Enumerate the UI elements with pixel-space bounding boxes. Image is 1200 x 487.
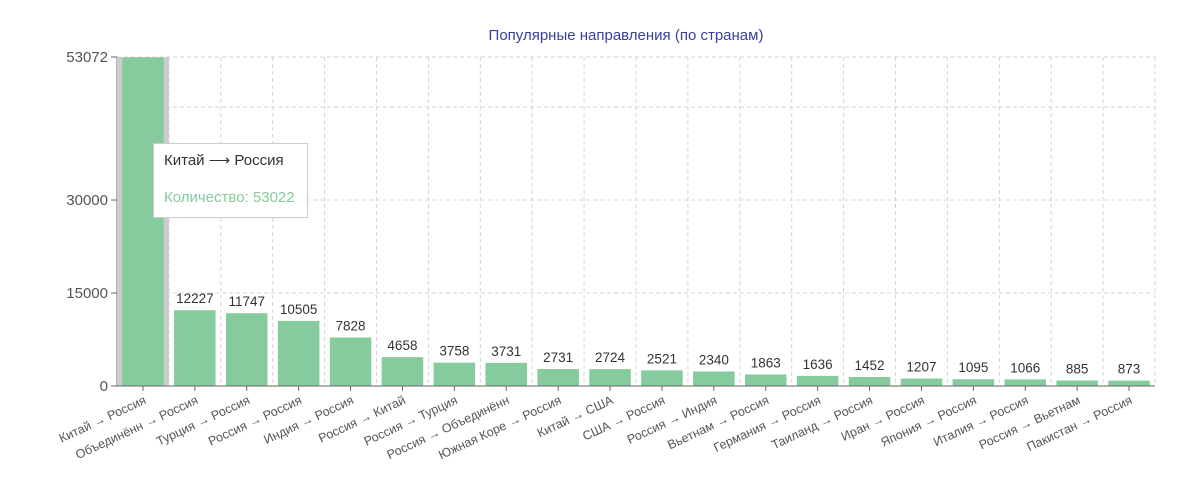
data-label: 11747 xyxy=(228,294,265,309)
data-label: 1452 xyxy=(855,358,885,373)
bar xyxy=(225,313,268,386)
y-tick-label: 30000 xyxy=(66,192,108,209)
data-label: 1066 xyxy=(1010,360,1040,375)
bar xyxy=(900,378,943,386)
data-label: 2521 xyxy=(647,351,677,366)
bar xyxy=(485,362,528,386)
data-label: 10505 xyxy=(280,302,318,317)
data-label: 885 xyxy=(1066,362,1089,377)
y-tick-label: 53072 xyxy=(66,49,108,66)
data-label: 2724 xyxy=(595,350,626,365)
bar xyxy=(1056,380,1098,386)
data-label: 873 xyxy=(1118,362,1141,377)
data-label: 3758 xyxy=(439,344,469,359)
tooltip-title: Китай ⟶ Россия xyxy=(164,152,284,169)
tooltip: Китай ⟶ Россия Количество: 53022 xyxy=(153,143,308,218)
data-labels: 12227 11747 10505 7828 4658 3758 3731 2731 2724 2… xyxy=(176,291,1140,376)
data-label: 1207 xyxy=(906,360,936,375)
bar xyxy=(329,337,372,386)
bar xyxy=(693,371,735,386)
grid-lines xyxy=(116,56,1156,386)
bar xyxy=(1004,379,1047,386)
bar xyxy=(744,374,787,386)
y-axis: 0 15000 30000 53072 xyxy=(66,49,118,395)
bar xyxy=(277,320,320,386)
x-tick-label: Индия → Россия xyxy=(262,393,356,447)
bar xyxy=(641,370,683,386)
data-label: 1095 xyxy=(958,360,988,375)
y-tick-label: 15000 xyxy=(66,285,108,302)
bar xyxy=(848,376,891,386)
bar xyxy=(796,375,839,386)
bar xyxy=(589,369,631,386)
bars xyxy=(117,57,1150,386)
data-label: 2731 xyxy=(543,350,573,365)
tooltip-value: Количество: 53022 xyxy=(164,189,295,206)
bar xyxy=(381,357,424,386)
data-label: 4658 xyxy=(387,338,417,353)
y-tick-label: 0 xyxy=(100,378,108,395)
data-label: 1863 xyxy=(751,355,781,370)
bar xyxy=(537,369,579,386)
bar xyxy=(174,310,216,386)
chart-title: Популярные направления (по странам) xyxy=(489,27,764,44)
data-label: 7828 xyxy=(336,318,366,333)
data-label: 2340 xyxy=(699,352,729,367)
bar xyxy=(1108,380,1150,386)
data-label: 3731 xyxy=(491,344,521,359)
bar xyxy=(122,57,164,386)
bar xyxy=(433,362,476,386)
data-label: 1636 xyxy=(803,357,833,372)
bar xyxy=(952,379,995,386)
data-label: 12227 xyxy=(176,291,214,306)
